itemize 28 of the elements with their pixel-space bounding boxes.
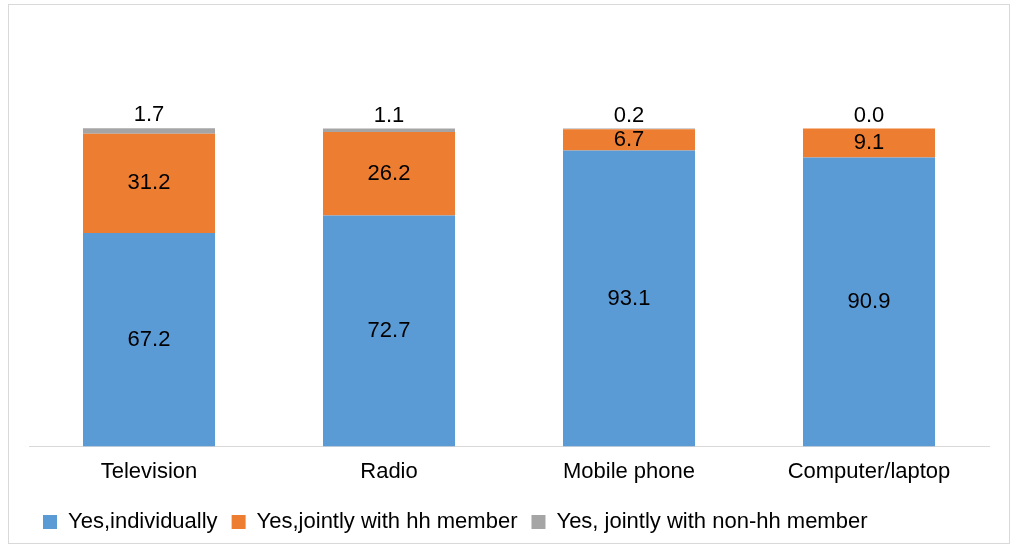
- x-tick-label: Radio: [360, 457, 418, 483]
- bar: [323, 215, 455, 447]
- data-label: 26.2: [367, 159, 411, 185]
- data-label: 1.7: [133, 101, 165, 127]
- data-label: 72.7: [367, 317, 411, 343]
- data-label: 9.1: [853, 129, 885, 155]
- bar: [803, 128, 935, 158]
- bar: [563, 150, 695, 447]
- legend-label: Yes, jointly with non-hh member: [556, 508, 868, 534]
- bar: [83, 128, 215, 134]
- data-label: 90.9: [847, 288, 891, 314]
- data-label: 67.2: [127, 325, 171, 351]
- x-tick-label: Television: [100, 457, 198, 483]
- legend-label: Yes,individually: [68, 508, 218, 534]
- data-label: 1.1: [373, 101, 405, 127]
- bar: [323, 132, 455, 216]
- bar: [563, 129, 695, 151]
- x-tick-label: Computer/laptop: [787, 457, 951, 483]
- data-label: 0.2: [613, 101, 645, 127]
- data-label: 93.1: [607, 284, 651, 310]
- data-label: 31.2: [127, 169, 171, 195]
- legend-label: Yes,jointly with hh member: [256, 508, 518, 534]
- bar: [83, 133, 215, 233]
- data-label: 0.0: [853, 101, 885, 127]
- data-label: 6.7: [613, 125, 645, 151]
- x-tick-label: Mobile phone: [562, 457, 696, 483]
- bar: [83, 232, 215, 447]
- bar: [803, 157, 935, 447]
